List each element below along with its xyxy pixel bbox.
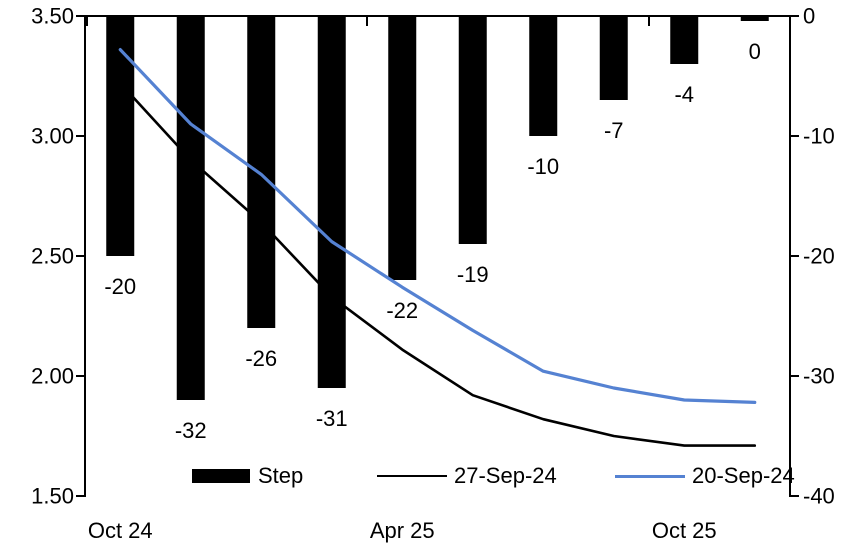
- legend: Step 27-Sep-24 20-Sep-24: [0, 461, 852, 491]
- bar: [670, 16, 699, 64]
- line-series-1-swatch: [377, 474, 447, 478]
- bar-data-label: -22: [386, 298, 418, 323]
- right-axis-tick-label: -40: [803, 484, 835, 509]
- right-axis-tick-label: 0: [803, 4, 815, 29]
- legend-label-27-sep-24: 27-Sep-24: [454, 463, 557, 488]
- bar-series-swatch: [192, 469, 250, 483]
- bar-data-label: -20: [104, 274, 136, 299]
- bar: [740, 16, 769, 21]
- legend-label-20-sep-24: 20-Sep-24: [692, 463, 795, 488]
- x-axis-tick-label: Oct 25: [652, 518, 717, 543]
- bar: [599, 16, 628, 100]
- legend-label-step: Step: [258, 463, 304, 488]
- x-axis-tick-label: Oct 24: [88, 518, 153, 543]
- bar: [388, 16, 417, 280]
- right-axis-tick-label: -20: [803, 244, 835, 269]
- legend-item-20-sep-24: 20-Sep-24: [615, 461, 795, 491]
- bar: [317, 16, 346, 388]
- bar-data-label: -26: [245, 346, 277, 371]
- x-axis-tick-label: Apr 25: [370, 518, 435, 543]
- bar-data-label: -7: [604, 118, 624, 143]
- bar-data-label: -32: [175, 418, 207, 443]
- bar-data-label: -10: [527, 154, 559, 179]
- bar: [247, 16, 276, 328]
- right-axis-tick-label: -10: [803, 124, 835, 149]
- bar-data-label: -31: [316, 406, 348, 431]
- line-27-sep-24: [118, 81, 757, 447]
- bar: [458, 16, 487, 244]
- left-axis-tick-label: 2.50: [31, 244, 74, 269]
- left-axis-tick-label: 2.00: [31, 364, 74, 389]
- bar: [176, 16, 205, 400]
- legend-item-27-sep-24: 27-Sep-24: [377, 461, 557, 491]
- left-axis-tick-label: 3.00: [31, 124, 74, 149]
- legend-item-step: Step: [192, 461, 303, 491]
- left-axis-tick-label: 1.50: [31, 484, 74, 509]
- bar-data-label: 0: [749, 39, 761, 64]
- bar-data-label: -19: [457, 262, 489, 287]
- bar: [106, 16, 135, 256]
- bar: [529, 16, 558, 136]
- left-axis-tick-label: 3.50: [31, 4, 74, 29]
- line-series-2-swatch: [615, 474, 685, 478]
- line-20-sep-24: [118, 47, 757, 404]
- bar-data-label: -4: [674, 82, 694, 107]
- right-axis-tick-label: -30: [803, 364, 835, 389]
